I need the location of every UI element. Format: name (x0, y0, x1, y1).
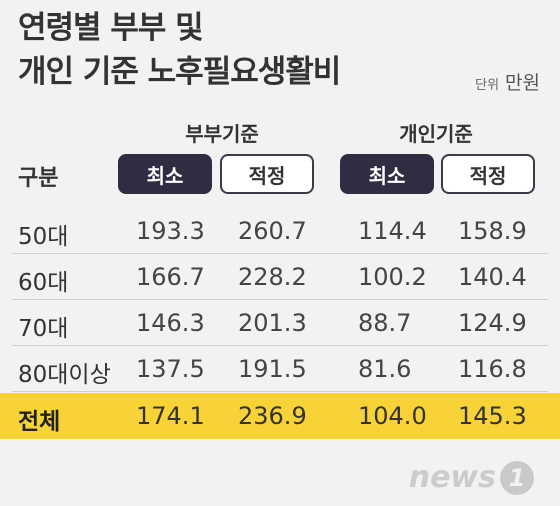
row-label: 60대 (18, 270, 69, 296)
table-cell: 100.2 (358, 263, 427, 291)
title-line-2: 개인 기준 노후필요생활비 (18, 54, 341, 90)
table-cell: 124.9 (458, 309, 527, 337)
table-cell: 140.4 (458, 263, 527, 291)
news1-logo: news 1 (409, 460, 534, 495)
unit-key: 단위 (475, 78, 500, 93)
table-row: 60대 166.7 228.2 100.2 140.4 (0, 254, 560, 300)
unit-value: 만원 (505, 72, 540, 94)
table-cell: 191.5 (238, 355, 307, 383)
table-row: 80대이상 137.5 191.5 81.6 116.8 (0, 346, 560, 392)
table-cell: 260.7 (238, 217, 307, 245)
unit-note: 단위 만원 (475, 68, 540, 95)
table-row: 70대 146.3 201.3 88.7 124.9 (0, 300, 560, 346)
subheader-individual-min: 최소 (340, 154, 434, 194)
row-label: 70대 (18, 316, 69, 342)
logo-badge: 1 (500, 460, 534, 495)
row-divider (12, 253, 548, 254)
table-cell: 104.0 (358, 402, 427, 430)
row-divider (12, 345, 548, 346)
table-cell: 158.9 (458, 217, 527, 245)
table-cell: 137.5 (136, 355, 205, 383)
group-header-couple: 부부기준 (185, 122, 259, 146)
table-row-total: 전체 174.1 236.9 104.0 145.3 (0, 393, 560, 439)
table-cell: 116.8 (458, 355, 527, 383)
table-cell: 81.6 (358, 355, 412, 383)
row-divider (12, 299, 548, 300)
table-cell: 201.3 (238, 309, 307, 337)
category-header: 구분 (18, 166, 59, 191)
row-divider (12, 391, 548, 392)
logo-text: news (408, 460, 496, 495)
title-line-1: 연령별 부부 및 (18, 10, 204, 46)
page-title: 연령별 부부 및 개인 기준 노후필요생활비 (18, 6, 341, 94)
table-cell: 236.9 (238, 402, 307, 430)
table-cell: 193.3 (136, 217, 205, 245)
row-label: 50대 (18, 224, 69, 250)
table-cell: 174.1 (136, 402, 205, 430)
table-cell: 114.4 (358, 217, 427, 245)
table-cell: 88.7 (358, 309, 412, 337)
table-cell: 228.2 (238, 263, 307, 291)
subheader-individual-adequate: 적정 (441, 154, 535, 194)
group-header-individual: 개인기준 (399, 122, 473, 146)
table-cell: 146.3 (136, 309, 205, 337)
table-cell: 166.7 (136, 263, 205, 291)
table-cell: 145.3 (458, 402, 527, 430)
row-label: 전체 (18, 409, 61, 435)
row-label: 80대이상 (18, 362, 111, 388)
table-row: 50대 193.3 260.7 114.4 158.9 (0, 208, 560, 254)
subheader-couple-min: 최소 (118, 154, 212, 194)
subheader-couple-adequate: 적정 (220, 154, 314, 194)
